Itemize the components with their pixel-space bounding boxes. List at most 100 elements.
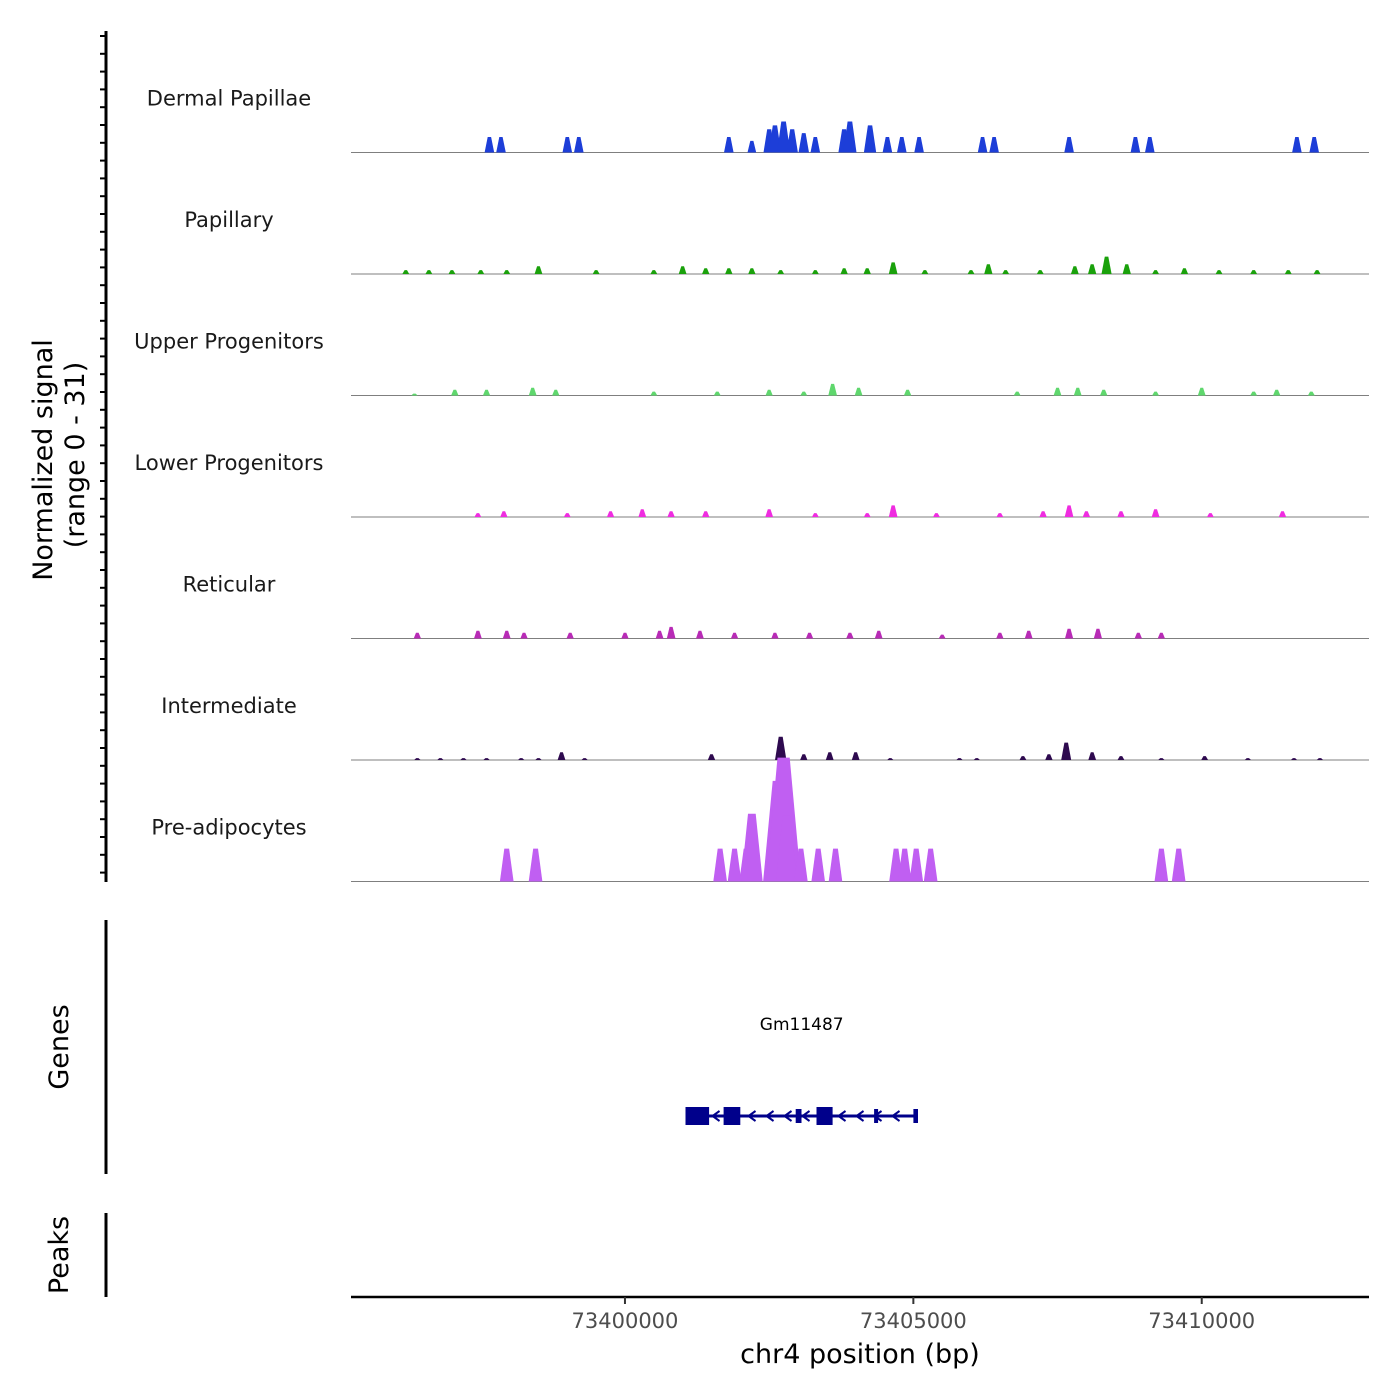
x-axis-title: chr4 position (bp) — [740, 1339, 980, 1370]
signal-peak — [888, 262, 898, 274]
signal-peak — [1117, 756, 1125, 760]
y-axis-title: Normalized signal — [28, 339, 59, 581]
signal-peak — [748, 268, 756, 274]
signal-peak — [411, 393, 418, 396]
signal-peak — [1064, 505, 1074, 517]
signal-peak — [1250, 391, 1258, 396]
signal-peak — [581, 758, 588, 760]
signal-peak — [1053, 387, 1062, 396]
signal-peak — [477, 270, 485, 274]
signal-peak — [1045, 754, 1053, 760]
signal-peak — [903, 389, 912, 396]
signal-peak — [1039, 511, 1047, 517]
signal-peak — [851, 752, 860, 760]
gene-exon — [795, 1109, 802, 1123]
peaks-panel-label: Peaks — [44, 1216, 75, 1294]
strand-arrow — [890, 1110, 901, 1122]
signal-peak — [1073, 387, 1082, 396]
signal-peak — [1292, 137, 1302, 153]
signal-peak — [1101, 256, 1112, 274]
signal-peak — [650, 391, 658, 396]
signal-peak — [923, 848, 938, 882]
signal-peak — [727, 848, 742, 882]
signal-peak — [805, 632, 814, 639]
signal-peak — [562, 137, 573, 153]
signal-peak — [1088, 752, 1097, 760]
track-label: Upper Progenitors — [134, 330, 324, 354]
signal-peak — [1122, 264, 1131, 274]
signal-peak — [724, 137, 734, 153]
signal-peak — [1013, 391, 1021, 396]
signal-peak — [667, 511, 675, 517]
gene-exon — [913, 1109, 918, 1123]
signal-peak — [800, 754, 808, 760]
signal-peak — [741, 813, 763, 882]
track-lower-progenitors: Lower Progenitors — [135, 451, 1369, 518]
signal-peak — [520, 632, 528, 639]
signal-peak — [1070, 266, 1079, 274]
signal-peak — [402, 270, 410, 274]
signal-peak — [535, 758, 542, 760]
signal-peak — [996, 632, 1004, 639]
signal-peak — [713, 848, 727, 882]
signal-peak — [666, 626, 676, 639]
signal-peak — [854, 387, 863, 396]
x-axis-ticks: 73400000 73405000 73410000 — [572, 1297, 1255, 1333]
y-axis-range: (range 0 - 31) — [60, 362, 91, 549]
signal-peak — [977, 137, 988, 153]
track-reticular: Reticular — [183, 573, 1369, 639]
signal-peak — [863, 513, 871, 517]
signal-peak — [592, 270, 600, 274]
signal-peak — [451, 389, 459, 396]
signal-peak — [828, 848, 843, 882]
signal-peak — [702, 268, 710, 274]
signal-peak — [989, 137, 999, 153]
signal-peak — [1145, 137, 1155, 153]
signal-peak — [786, 129, 798, 153]
signal-peak — [1151, 509, 1160, 517]
signal-peak — [1154, 848, 1169, 882]
signal-peak — [1024, 630, 1033, 639]
signal-peak — [771, 632, 779, 639]
gene-exon — [723, 1107, 741, 1125]
signal-peak — [574, 137, 584, 153]
signal-peak — [794, 848, 808, 882]
track-label: Reticular — [183, 573, 276, 597]
gene-name: Gm11487 — [760, 1015, 844, 1035]
gene-exon — [816, 1107, 833, 1125]
signal-peak — [1065, 628, 1074, 639]
track-pre-adipocytes: Pre-adipocytes — [151, 757, 1369, 882]
x-tick-label: 73410000 — [1148, 1309, 1255, 1333]
track-upper-progenitors: Upper Progenitors — [134, 330, 1369, 396]
gene-exon — [685, 1107, 710, 1125]
track-label: Lower Progenitors — [135, 451, 324, 475]
signal-peak — [765, 389, 773, 396]
signal-peak — [811, 270, 819, 274]
track-label: Dermal Papillae — [147, 87, 311, 111]
track-label: Intermediate — [161, 694, 297, 718]
signal-peak — [484, 137, 495, 153]
signal-peak — [425, 270, 433, 274]
signal-peak — [1215, 270, 1223, 274]
signal-peak — [863, 125, 877, 153]
signal-peak — [828, 383, 837, 396]
signal-peak — [566, 632, 574, 639]
signal-peak — [482, 389, 491, 396]
signal-peak — [897, 137, 907, 153]
signal-peak — [1157, 632, 1165, 639]
signal-peak — [1206, 513, 1214, 517]
signal-peak — [713, 391, 721, 396]
signal-peak — [1307, 391, 1315, 396]
signal-peak — [650, 270, 658, 274]
signal-peak — [696, 630, 704, 639]
signal-peak — [638, 509, 647, 517]
signal-peak — [800, 391, 808, 396]
track-intermediate: Intermediate — [161, 694, 1369, 761]
signal-peak — [725, 268, 733, 274]
strand-arrow — [800, 1110, 811, 1122]
signal-peak — [1244, 758, 1252, 760]
signal-peak — [563, 513, 571, 517]
signal-peak — [496, 137, 506, 153]
signal-peak — [825, 752, 834, 760]
